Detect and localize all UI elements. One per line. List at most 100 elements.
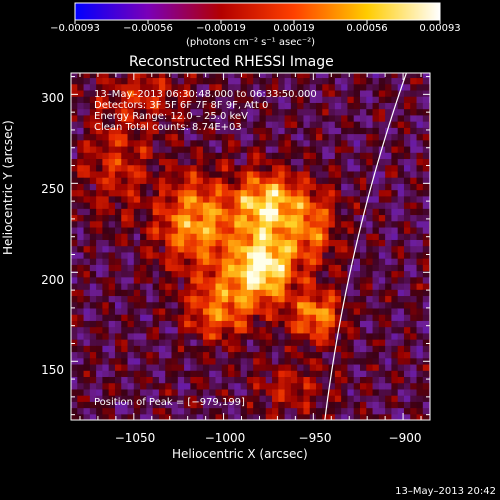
heatmap-cell	[215, 208, 223, 216]
heatmap-cell	[297, 208, 305, 216]
heatmap-cell	[209, 164, 217, 172]
heatmap-cell	[228, 357, 235, 365]
heatmap-cell	[397, 295, 405, 303]
heatmap-cell	[83, 363, 91, 371]
heatmap-cell	[240, 73, 248, 79]
heatmap-cell	[102, 133, 110, 141]
heatmap-cell	[158, 226, 166, 234]
heatmap-cell	[347, 139, 355, 147]
heatmap-cell	[202, 289, 210, 297]
heatmap-cell	[278, 326, 286, 334]
heatmap-cell	[121, 77, 129, 85]
heatmap-cell	[96, 339, 104, 346]
heatmap-cell	[403, 139, 411, 147]
heatmap-cell	[152, 202, 160, 209]
heatmap-cell	[322, 332, 330, 340]
heatmap-cell	[89, 139, 97, 147]
heatmap-cell	[378, 152, 386, 160]
heatmap-cell	[83, 326, 91, 334]
heatmap-cell	[240, 202, 248, 209]
heatmap-cell	[360, 189, 367, 197]
heatmap-cell	[165, 139, 173, 147]
heatmap-cell	[272, 282, 279, 290]
heatmap-cell	[391, 158, 399, 166]
heatmap-cell	[259, 177, 267, 184]
heatmap-cell	[89, 108, 97, 116]
heatmap-cell	[334, 114, 342, 122]
heatmap-cell	[190, 195, 198, 203]
heatmap-cell	[303, 351, 311, 359]
heatmap-cell	[372, 376, 380, 384]
heatmap-cell	[77, 89, 85, 97]
heatmap-cell	[347, 102, 355, 110]
heatmap-cell	[165, 413, 173, 420]
heatmap-cell	[366, 307, 374, 315]
heatmap-cell	[146, 251, 154, 259]
heatmap-cell	[215, 401, 223, 409]
heatmap-cell	[316, 73, 323, 79]
heatmap-cell	[234, 276, 242, 284]
heatmap-cell	[290, 395, 298, 402]
heatmap-cell	[322, 158, 330, 166]
heatmap-cell	[309, 270, 317, 278]
heatmap-cell	[158, 326, 166, 334]
heatmap-cell	[190, 276, 198, 284]
heatmap-cell	[385, 239, 393, 247]
heatmap-cell	[71, 170, 78, 178]
heatmap-cell	[328, 320, 336, 328]
heatmap-cell	[108, 220, 116, 228]
heatmap-cell	[96, 239, 104, 247]
heatmap-cell	[316, 357, 323, 365]
heatmap-cell	[240, 295, 248, 303]
heatmap-cell	[416, 363, 424, 371]
heatmap-cell	[190, 289, 198, 297]
heatmap-cell	[177, 407, 185, 415]
heatmap-cell	[140, 189, 147, 197]
heatmap-cell	[83, 270, 91, 278]
heatmap-cell	[165, 214, 173, 222]
heatmap-cell	[290, 351, 298, 359]
heatmap-cell	[416, 108, 424, 116]
heatmap-cell	[165, 301, 173, 309]
heatmap-cell	[196, 239, 204, 247]
heatmap-cell	[366, 357, 374, 365]
heatmap-cell	[221, 233, 229, 240]
heatmap-cell	[177, 332, 185, 340]
heatmap-cell	[71, 307, 78, 315]
heatmap-cell	[171, 164, 179, 172]
heatmap-cell	[121, 220, 129, 228]
heatmap-cell	[278, 102, 286, 110]
heatmap-cell	[83, 220, 91, 228]
heatmap-cell	[215, 345, 223, 353]
heatmap-cell	[77, 208, 85, 216]
heatmap-cell	[360, 270, 367, 278]
heatmap-cell	[202, 102, 210, 110]
heatmap-cell	[309, 127, 317, 135]
heatmap-cell	[89, 289, 97, 297]
heatmap-cell	[284, 77, 292, 85]
heatmap-cell	[184, 345, 191, 353]
heatmap-cell	[114, 89, 122, 97]
heatmap-cell	[215, 258, 223, 265]
heatmap-cell	[152, 363, 160, 371]
heatmap-cell	[209, 307, 217, 315]
heatmap-cell	[221, 407, 229, 415]
heatmap-cell	[297, 139, 305, 147]
heatmap-cell	[322, 202, 330, 209]
heatmap-cell	[328, 301, 336, 309]
heatmap-cell	[234, 73, 242, 79]
heatmap-cell	[177, 189, 185, 197]
heatmap-cell	[385, 139, 393, 147]
heatmap-cell	[422, 395, 430, 402]
heatmap-cell	[102, 376, 110, 384]
heatmap-cell	[190, 295, 198, 303]
heatmap-cell	[360, 357, 367, 365]
heatmap-cell	[140, 301, 147, 309]
heatmap-cell	[89, 152, 97, 160]
heatmap-cell	[297, 295, 305, 303]
heatmap-cell	[328, 251, 336, 259]
heatmap-cell	[397, 307, 405, 315]
heatmap-cell	[108, 183, 116, 191]
x-axis-label: Heliocentric X (arcsec)	[172, 447, 308, 461]
heatmap-cell	[366, 407, 374, 415]
